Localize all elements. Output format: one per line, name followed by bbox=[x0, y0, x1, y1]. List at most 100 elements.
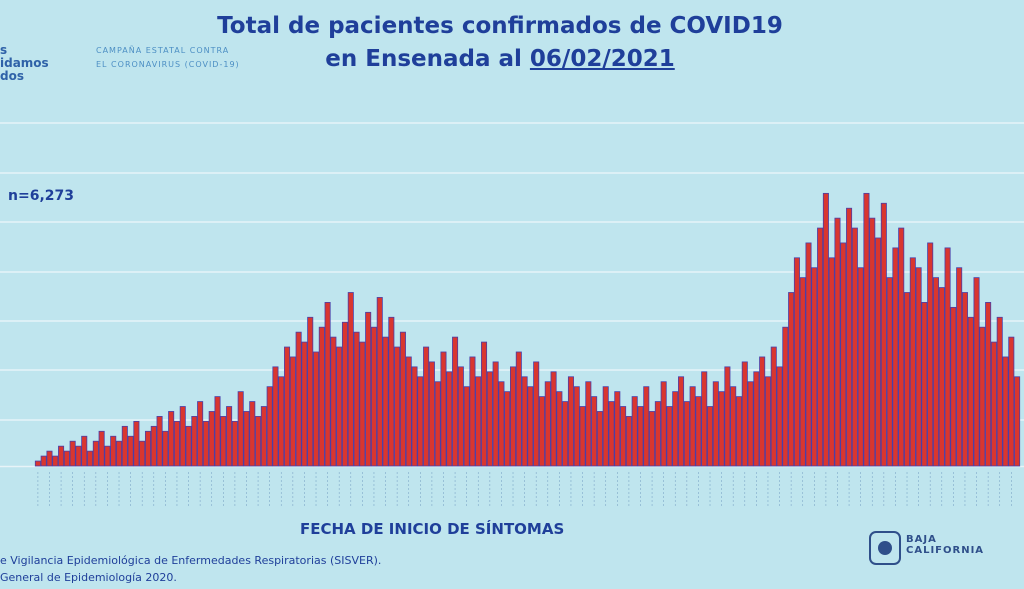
bar bbox=[382, 336, 389, 467]
bar bbox=[197, 401, 204, 467]
bar bbox=[226, 406, 233, 467]
bar bbox=[150, 425, 157, 467]
bar bbox=[822, 192, 829, 467]
bar bbox=[52, 455, 59, 467]
source-line: General de Epidemiología 2020. bbox=[0, 571, 177, 584]
bar bbox=[110, 435, 117, 467]
title-block: Total de pacientes confirmados de COVID1… bbox=[150, 10, 850, 76]
bar bbox=[550, 371, 557, 467]
bar bbox=[880, 202, 887, 467]
bar bbox=[330, 336, 337, 467]
bar bbox=[544, 381, 551, 467]
bar bbox=[399, 331, 406, 467]
bar bbox=[133, 420, 140, 467]
bar bbox=[678, 376, 685, 467]
bar bbox=[863, 192, 870, 467]
bar bbox=[799, 277, 806, 467]
bar bbox=[672, 391, 679, 467]
bar bbox=[411, 366, 418, 467]
bar bbox=[376, 297, 383, 467]
bar bbox=[127, 435, 134, 467]
bar bbox=[782, 326, 789, 467]
campaign-line: CAMPAÑA ESTATAL CONTRA bbox=[96, 46, 230, 55]
bar bbox=[46, 450, 53, 467]
bar bbox=[75, 445, 82, 467]
bar bbox=[1014, 376, 1021, 467]
bar bbox=[944, 247, 951, 467]
bar bbox=[620, 406, 627, 467]
bar bbox=[475, 376, 482, 467]
bar bbox=[237, 391, 244, 467]
bar bbox=[98, 430, 105, 467]
bar bbox=[805, 242, 812, 467]
x-axis-label: FECHA DE INICIO DE SÍNTOMAS bbox=[300, 520, 565, 538]
bar bbox=[255, 416, 262, 467]
bar bbox=[417, 376, 424, 467]
bar bbox=[104, 445, 111, 467]
bar bbox=[527, 386, 534, 467]
bar bbox=[388, 316, 395, 467]
bar bbox=[735, 396, 742, 467]
bar bbox=[637, 406, 644, 467]
bar bbox=[591, 396, 598, 467]
bar bbox=[92, 440, 99, 467]
logo-line: BAJA bbox=[906, 534, 937, 545]
bar bbox=[428, 361, 435, 467]
logo-line: CALIFORNIA bbox=[906, 545, 985, 556]
bar bbox=[243, 411, 250, 467]
bar bbox=[567, 376, 574, 467]
bar bbox=[904, 292, 911, 467]
source: e Vigilancia Epidemiológica de Enfermeda… bbox=[0, 552, 381, 586]
brand-line: idamos bbox=[0, 56, 49, 70]
bar bbox=[666, 406, 673, 467]
bar bbox=[318, 326, 325, 467]
bar bbox=[81, 435, 88, 467]
bar bbox=[828, 257, 835, 467]
bar bbox=[689, 386, 696, 467]
bars bbox=[34, 192, 1021, 467]
bar bbox=[950, 306, 957, 467]
bar bbox=[851, 227, 858, 467]
bar bbox=[347, 292, 354, 467]
bar bbox=[191, 416, 198, 467]
logo-seal bbox=[878, 541, 892, 555]
bar bbox=[562, 401, 569, 467]
bar bbox=[278, 376, 285, 467]
bar bbox=[301, 341, 308, 467]
brand: s idamos dos bbox=[0, 44, 49, 83]
bar bbox=[260, 406, 267, 467]
bar bbox=[289, 356, 296, 467]
brand-line: s bbox=[0, 43, 8, 57]
bar bbox=[817, 227, 824, 467]
bar bbox=[353, 331, 360, 467]
bar bbox=[359, 341, 366, 467]
bar bbox=[909, 257, 916, 467]
bar bbox=[625, 416, 632, 467]
bar bbox=[121, 425, 128, 467]
bar bbox=[596, 411, 603, 467]
bar bbox=[695, 396, 702, 467]
bar bbox=[168, 411, 175, 467]
bar bbox=[770, 346, 777, 467]
bar bbox=[631, 396, 638, 467]
bar bbox=[643, 386, 650, 467]
bar bbox=[202, 420, 209, 467]
bar bbox=[63, 450, 70, 467]
bar bbox=[869, 217, 876, 467]
x-tick-area bbox=[0, 470, 1024, 512]
logo-shield bbox=[869, 531, 901, 565]
campaign: CAMPAÑA ESTATAL CONTRA EL CORONAVIRUS (C… bbox=[96, 44, 240, 72]
bar bbox=[967, 316, 974, 467]
bar bbox=[741, 361, 748, 467]
bar bbox=[231, 420, 238, 467]
bar bbox=[341, 321, 348, 467]
bar bbox=[481, 341, 488, 467]
bar bbox=[538, 396, 545, 467]
bar bbox=[573, 386, 580, 467]
bar bbox=[492, 361, 499, 467]
bar bbox=[370, 326, 377, 467]
bar bbox=[423, 346, 430, 467]
bar bbox=[886, 277, 893, 467]
bar bbox=[747, 381, 754, 467]
